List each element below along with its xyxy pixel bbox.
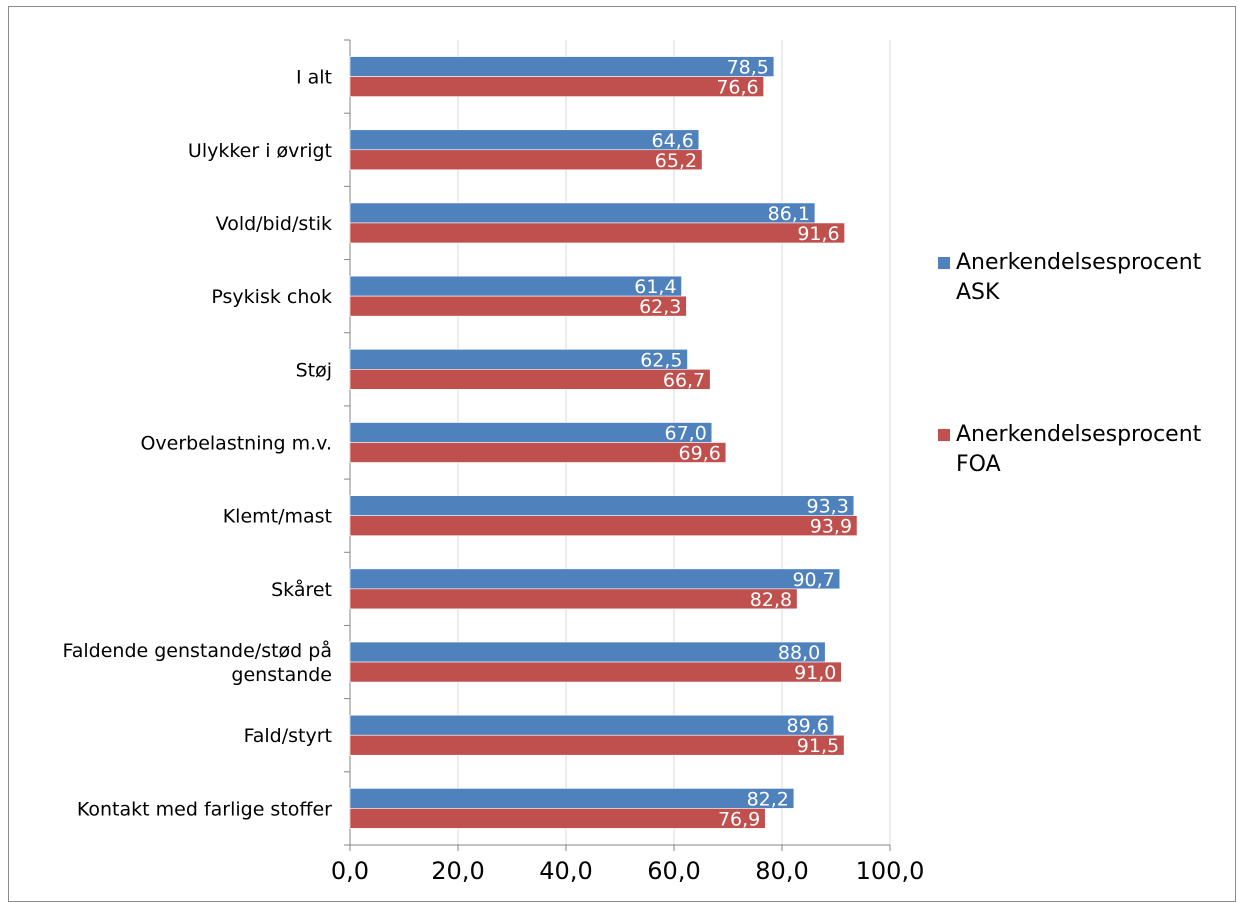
legend-label: Anerkendelsesprocent <box>956 422 1202 447</box>
bar-foa <box>349 222 845 244</box>
data-label: 61,4 <box>634 276 676 298</box>
data-label: 65,2 <box>655 150 697 172</box>
bar-ask <box>349 349 688 370</box>
data-label: 91,0 <box>794 662 836 684</box>
bar-ask <box>349 56 775 77</box>
bar-foa <box>349 808 766 829</box>
data-label: 78,5 <box>727 57 769 79</box>
x-tick-label: 20,0 <box>431 857 484 885</box>
bar-foa <box>349 295 687 317</box>
bar-foa <box>349 588 798 610</box>
legend-label: Anerkendelsesprocent <box>956 250 1202 275</box>
data-label: 62,3 <box>639 296 681 318</box>
data-label: 76,9 <box>718 808 760 830</box>
data-label: 76,6 <box>716 77 758 99</box>
bar-foa <box>349 734 845 756</box>
category-label: Vold/bid/stik <box>216 213 332 235</box>
x-tick-label: 60,0 <box>647 857 700 885</box>
category-label: Klemt/mast <box>223 506 332 528</box>
data-label: 93,3 <box>807 496 849 518</box>
category-label: Overbelastning m.v. <box>140 433 332 455</box>
bar-ask <box>349 275 682 297</box>
data-label: 62,5 <box>640 349 682 371</box>
bar-ask <box>349 714 835 736</box>
data-label: 91,6 <box>797 223 839 245</box>
bar-foa <box>349 369 711 390</box>
data-label: 90,7 <box>792 569 834 591</box>
data-label: 86,1 <box>768 203 810 225</box>
bar-foa <box>349 661 842 683</box>
category-label: Fald/styrt <box>244 725 332 747</box>
bar-ask <box>349 495 855 516</box>
bar-foa <box>349 76 764 97</box>
data-label: 82,2 <box>747 788 789 810</box>
category-label: Psykisk chok <box>211 286 332 308</box>
data-label: 64,6 <box>652 130 694 152</box>
category-label: Faldende genstande/stød på <box>63 639 332 662</box>
bar-ask <box>349 129 700 151</box>
data-label: 89,6 <box>787 715 829 737</box>
category-label: Skåret <box>271 578 332 601</box>
bar-foa <box>349 442 727 463</box>
category-label: genstande <box>231 664 332 686</box>
x-tick-label: 100,0 <box>856 857 925 885</box>
bar-foa <box>349 149 703 171</box>
bar-foa <box>349 515 858 536</box>
bar-ask <box>349 788 795 809</box>
x-tick-label: 80,0 <box>755 857 808 885</box>
data-label: 66,7 <box>663 369 705 391</box>
bar-ask <box>349 422 713 443</box>
data-label: 67,0 <box>664 423 706 445</box>
legend-label: FOA <box>956 452 1001 477</box>
category-label: Ulykker i øvrigt <box>188 140 332 162</box>
category-label: Støj <box>296 359 332 381</box>
bar-ask <box>349 641 826 663</box>
data-label: 82,8 <box>750 589 792 611</box>
x-tick-label: 0,0 <box>331 857 369 885</box>
data-label: 88,0 <box>778 642 820 664</box>
category-label: I alt <box>296 67 332 89</box>
x-tick-label: 40,0 <box>539 857 592 885</box>
data-label: 93,9 <box>810 516 852 538</box>
legend-label: ASK <box>956 280 1000 305</box>
legend-swatch-ask <box>938 257 950 269</box>
data-label: 91,5 <box>797 735 839 757</box>
bar-ask <box>349 568 841 590</box>
category-label: Kontakt med farlige stoffer <box>77 798 332 820</box>
data-label: 69,6 <box>679 443 721 465</box>
legend-swatch-foa <box>938 429 950 441</box>
bar-ask <box>349 202 816 224</box>
